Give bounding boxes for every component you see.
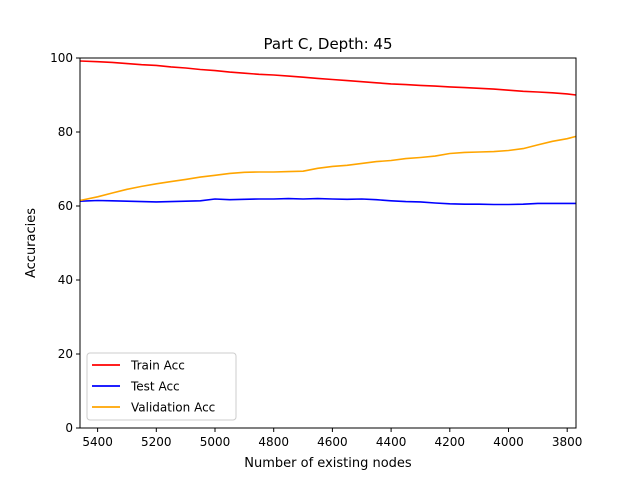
chart-title: Part C, Depth: 45 (264, 35, 393, 53)
y-axis-ticks: 0 20 40 60 80 100 (50, 51, 80, 435)
y-tick-label: 100 (50, 51, 73, 65)
y-tick-label: 20 (58, 347, 73, 361)
x-tick-label: 5200 (141, 435, 172, 449)
plot-area (79, 57, 577, 429)
y-tick-label: 40 (58, 273, 73, 287)
y-tick-label: 60 (58, 199, 73, 213)
axes-frame (79, 57, 577, 429)
x-tick-label: 4200 (435, 435, 466, 449)
series-line-1 (79, 197, 576, 206)
x-tick-label: 4600 (317, 435, 348, 449)
y-axis-label: Accuracies (24, 208, 39, 278)
x-tick-label: 4400 (376, 435, 407, 449)
legend-label: Train Acc (130, 359, 185, 373)
series-line-2 (79, 135, 577, 202)
x-tick-label: 4000 (493, 435, 524, 449)
y-tick-label: 0 (65, 421, 73, 435)
x-axis-ticks: 5400 5200 5000 4800 4600 4400 4200 4000 3800 (82, 428, 582, 449)
legend-box (86, 352, 237, 421)
series-layer (79, 60, 577, 206)
legend: Train Acc Test Acc Validation Acc (86, 352, 237, 421)
series-line-0 (79, 60, 577, 96)
legend-label: Test Acc (130, 380, 180, 394)
x-tick-label: 3800 (552, 435, 583, 449)
legend-label: Validation Acc (131, 401, 215, 415)
x-tick-label: 5000 (200, 435, 231, 449)
x-tick-label: 4800 (258, 435, 289, 449)
x-axis-label: Number of existing nodes (244, 456, 412, 471)
y-tick-label: 80 (58, 125, 73, 139)
x-tick-label: 5400 (82, 435, 113, 449)
